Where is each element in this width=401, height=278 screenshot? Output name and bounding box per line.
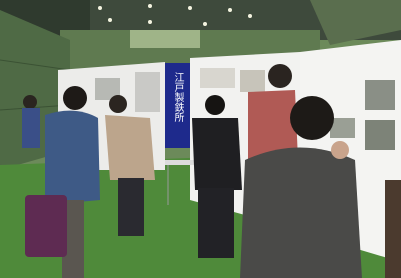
table	[165, 160, 195, 165]
poster-image	[365, 120, 395, 150]
bag	[25, 195, 67, 257]
coat	[192, 118, 242, 190]
light	[148, 20, 152, 24]
poster-image	[135, 72, 160, 112]
light	[148, 4, 152, 8]
light	[248, 14, 252, 18]
head	[205, 95, 225, 115]
head	[63, 86, 87, 110]
legs	[118, 178, 144, 236]
hand	[331, 141, 349, 159]
coat	[45, 111, 100, 205]
poster-image	[240, 70, 265, 92]
body	[22, 108, 40, 148]
poster-image	[365, 80, 395, 110]
head	[23, 95, 37, 109]
light	[228, 8, 232, 12]
photo: 江戸製鉄所	[0, 0, 401, 278]
legs	[198, 188, 234, 258]
page: 江戸製鉄所 (() => { const data = JSON.parse(d…	[0, 0, 401, 278]
light	[108, 18, 112, 22]
head	[268, 64, 292, 88]
head	[109, 95, 127, 113]
light	[188, 6, 192, 10]
light	[98, 6, 102, 10]
head	[290, 96, 334, 140]
jacket	[240, 148, 362, 278]
banner-text: 江戸製鉄所	[172, 72, 184, 123]
coat	[105, 115, 155, 180]
back-sign	[130, 30, 200, 48]
poster-image	[200, 68, 235, 88]
light	[203, 22, 207, 26]
person-edge	[385, 180, 401, 278]
